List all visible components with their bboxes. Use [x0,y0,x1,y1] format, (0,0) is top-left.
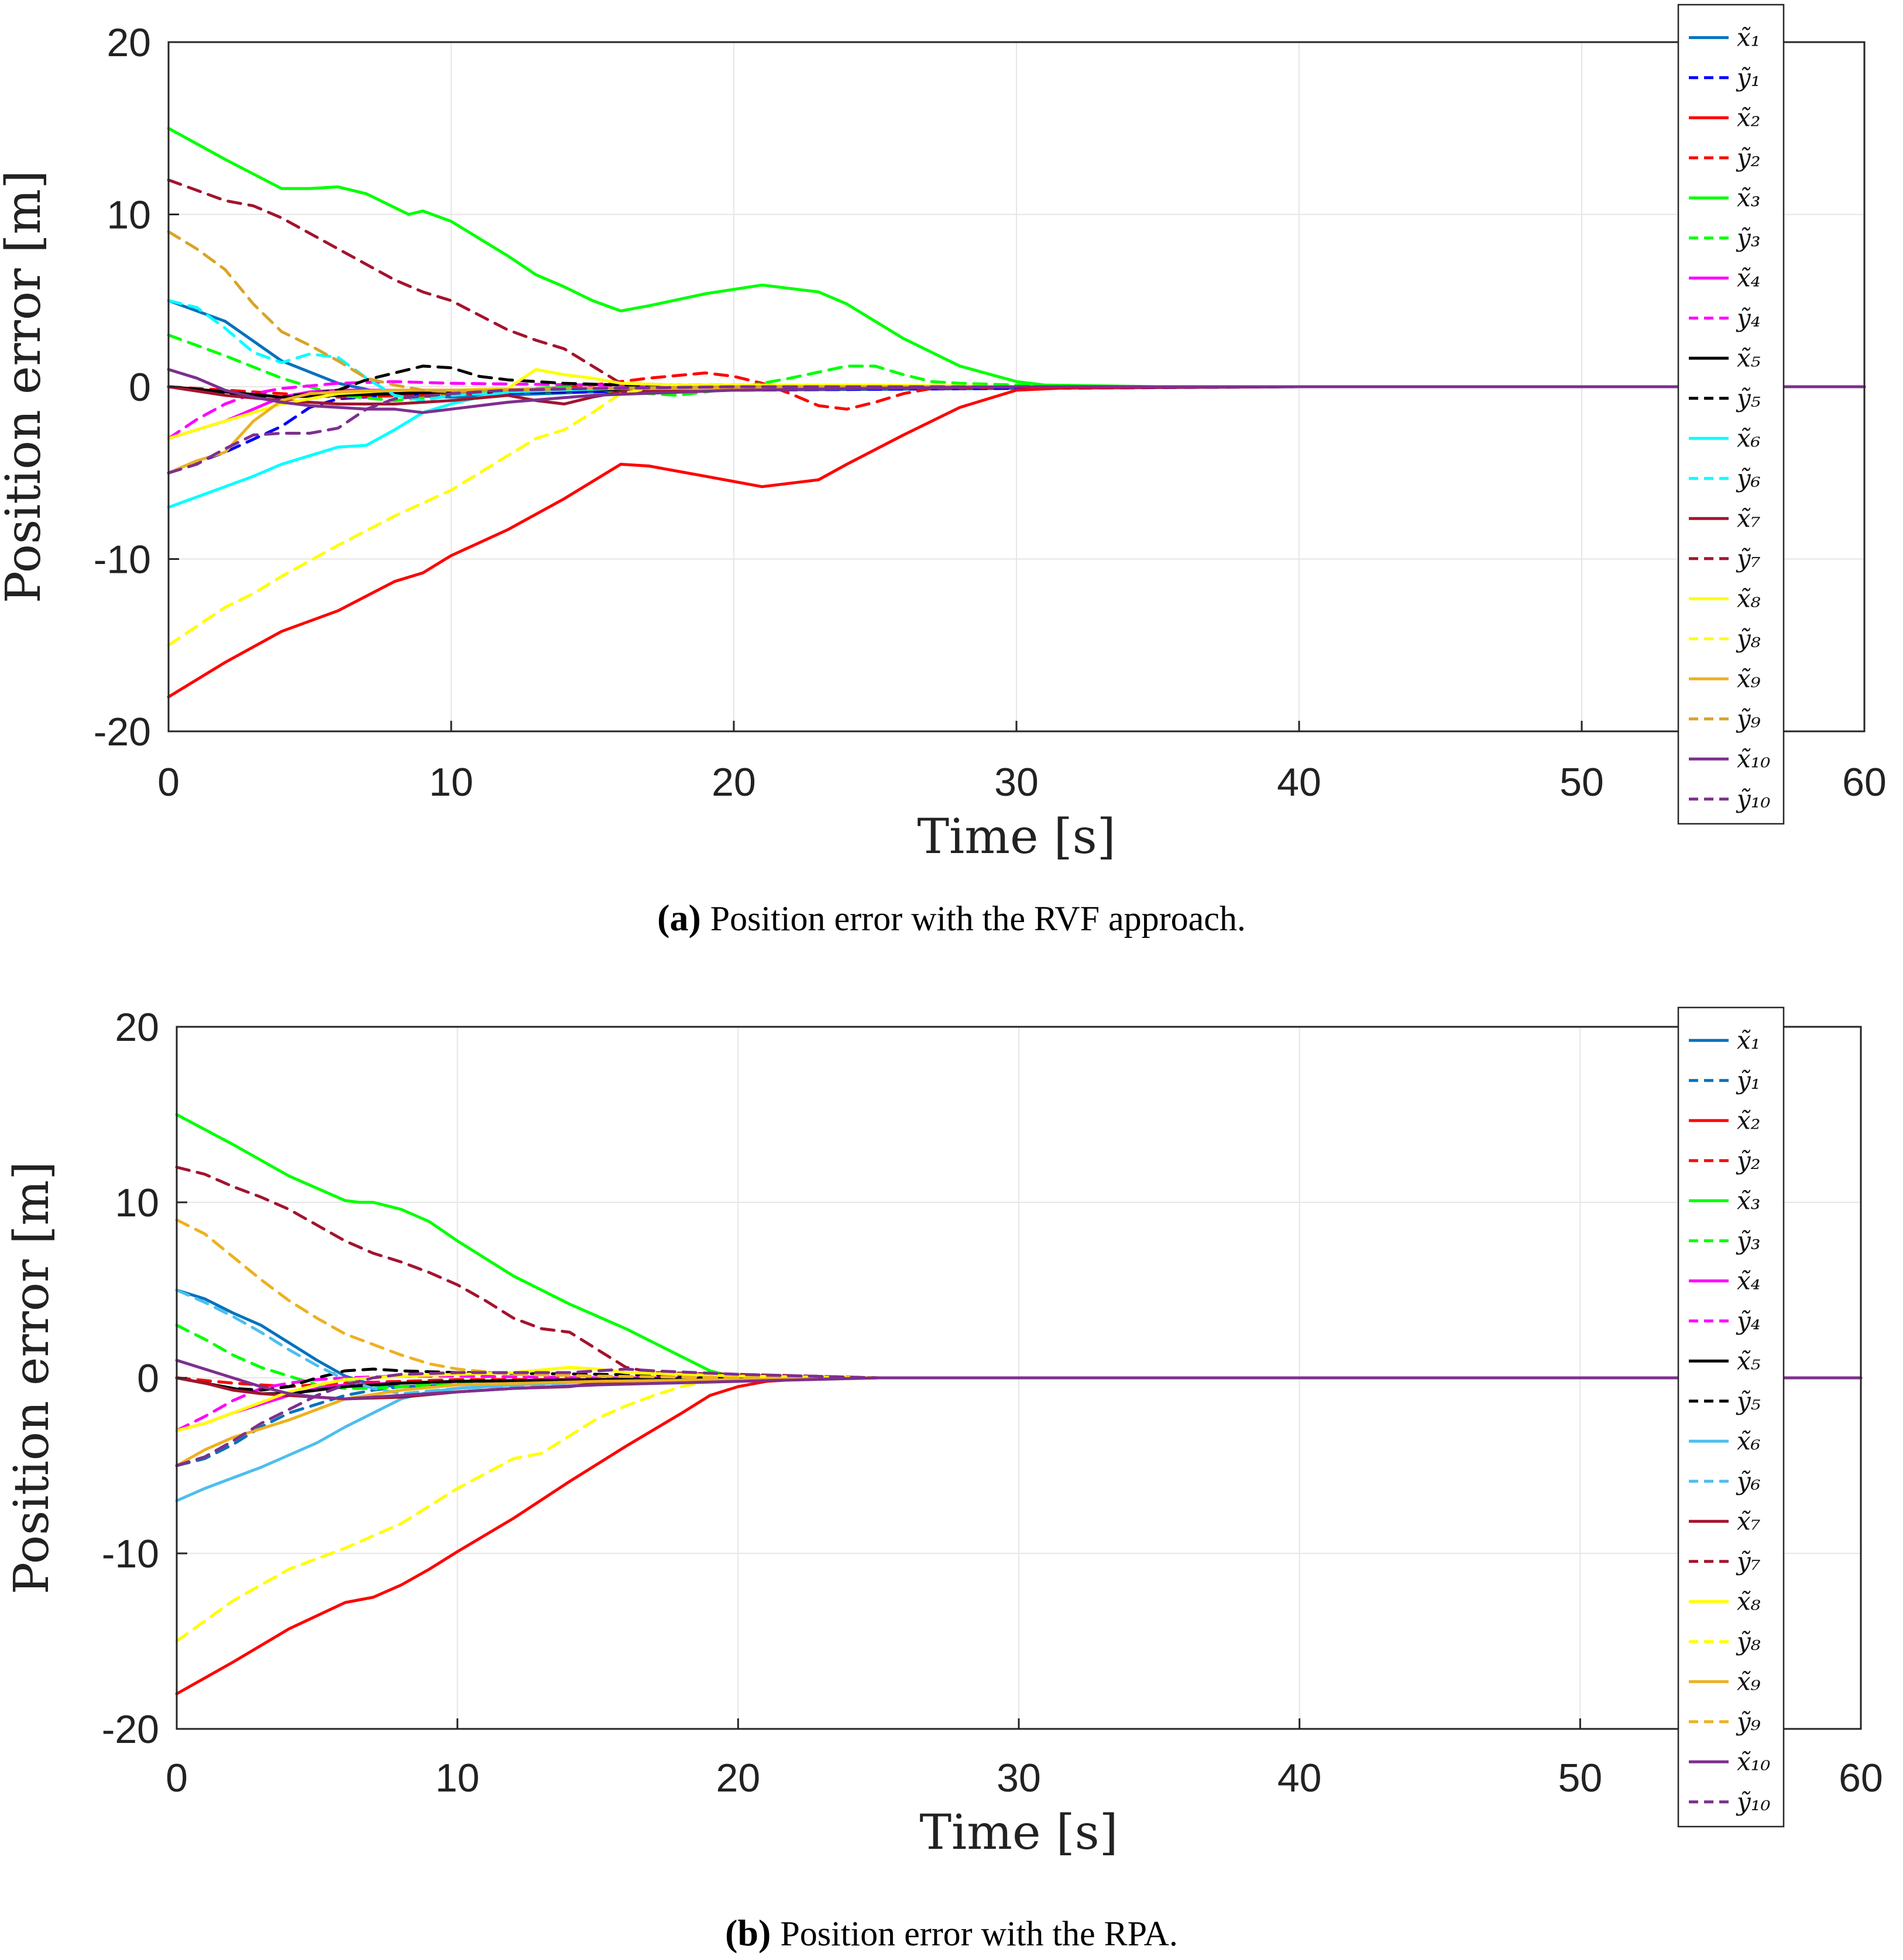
series-line-19 [175,1359,1863,1401]
y-tick-label: 10 [115,1181,159,1225]
y-tick-label: 10 [107,193,151,238]
legend: x̃₁ ỹ₁ x̃₂ ỹ₂ x̃₃ ỹ₃ x̃₄ ỹ₄ x̃₅ ỹ₅ x̃₆ ỹ₆ x̃₇ ỹ₇ x̃₈ ỹ₈… [1677,1006,1785,1828]
legend-entry-label: x̃₂ [1737,103,1761,132]
legend-entry-label: x̃₉ [1737,664,1761,693]
x-tick-label: 50 [1560,760,1604,804]
legend-entry-label: x̃₃ [1737,183,1761,212]
legend-entry-label: x̃₂ [1737,1106,1761,1134]
legend-entry-label: x̃₉ [1737,1667,1761,1696]
y-tick-label: -10 [94,538,151,582]
legend-entry-label: x̃₆ [1737,1426,1761,1455]
legend-entry-label: x̃₄ [1737,263,1761,292]
legend-entry-label: x̃₅ [1737,343,1761,372]
legend-entry-label: x̃₃ [1737,1186,1761,1215]
legend-entry-label: ỹ₄ [1736,1306,1761,1335]
series-line-5 [167,126,1866,388]
x-tick-label: 10 [429,760,473,804]
series-group [175,1113,1863,1696]
x-tick-label: 60 [1839,1756,1883,1800]
legend-entry-label: ỹ₇ [1736,544,1761,573]
x-tick-label: 50 [1558,1756,1603,1800]
series-line-14 [167,178,1866,388]
x-axis-label: Time [s] [919,1805,1118,1861]
legend: x̃₁ ỹ₁ x̃₂ ỹ₂ x̃₃ ỹ₃ x̃₄ ỹ₄ x̃₅ ỹ₅ x̃₆ ỹ₆ x̃₇ ỹ₇ x̃₈ ỹ₈… [1677,4,1785,825]
y-tick-label: -10 [102,1532,159,1576]
legend-box [1677,1006,1785,1828]
y-axis-label: Position error [m] [0,170,51,603]
x-tick-label: 20 [716,1756,761,1800]
legend-entry-label: ỹ₁ [1736,1066,1761,1095]
caption-b: (b) Position error with the RPA. [725,1912,1178,1954]
legend-entry-label: ỹ₆ [1736,1467,1761,1495]
x-tick-label: 40 [1277,760,1321,804]
series-line-20 [175,1367,1863,1467]
x-tick-label: 0 [157,760,180,804]
legend-entry-label: x̃₁₀ [1737,744,1771,773]
series-line-18 [175,1218,1863,1380]
legend-entry-label: ỹ₆ [1736,464,1761,493]
series-line-8 [167,380,1866,440]
legend-entry-label: x̃₁ [1737,1026,1761,1054]
legend-entry-label: x̃₇ [1737,1507,1761,1535]
legend-entry-label: ỹ₂ [1736,143,1761,172]
chart-a: 0 10 20 30 40 50 60 20 10 0 -10 -20 Time [s] Position… [0,4,1887,865]
series-line-20 [167,385,1866,474]
y-axis-label: Position error [m] [4,1161,60,1594]
y-tick-label: -20 [102,1707,159,1752]
legend-entry-label: ỹ₂ [1736,1146,1761,1175]
legend-entry-label: ỹ₁₀ [1736,785,1771,813]
caption-a: (a) Position error with the RVF approach… [657,897,1246,938]
legend-entry-label: ỹ₄ [1736,304,1761,332]
legend-entry-label: ỹ₁ [1736,63,1761,92]
x-tick-label: 20 [712,760,756,804]
x-tick-label: 30 [994,760,1039,804]
x-tick-label: 60 [1842,760,1887,804]
x-tick-label: 30 [997,1756,1041,1800]
legend-entry-label: ỹ₃ [1736,223,1761,252]
legend-entry-label: ỹ₉ [1736,1707,1761,1736]
caption-b-label: b [737,1912,758,1954]
x-tick-label: 0 [166,1756,188,1800]
legend-entry-label: ỹ₉ [1736,704,1761,733]
series-line-12 [167,299,1866,403]
legend-entry-label: ỹ₅ [1736,1387,1761,1415]
legend-entry-label: ỹ₈ [1736,624,1761,653]
legend-entry-label: x̃₈ [1737,584,1761,613]
legend-entry-label: x̃₄ [1737,1266,1761,1295]
legend-entry-label: x̃₁ [1737,23,1761,51]
y-tick-label: 20 [115,1005,159,1050]
legend-entry-label: x̃₁₀ [1737,1747,1771,1776]
series-group [167,126,1866,699]
legend-entry-label: x̃₇ [1737,504,1761,532]
series-line-18 [167,230,1866,394]
legend-entry-label: x̃₆ [1737,424,1761,452]
x-tick-label: 10 [435,1756,480,1800]
legend-entry-label: ỹ₃ [1736,1226,1761,1255]
series-line-14 [175,1165,1863,1380]
legend-entry-label: ỹ₇ [1736,1547,1761,1576]
y-tick-label: 0 [129,365,151,410]
caption-a-label: a [669,897,688,938]
x-axis-label: Time [s] [917,809,1115,865]
series-line-8 [175,1374,1863,1432]
series-line-3 [167,385,1866,699]
x-tick-label: 40 [1277,1756,1322,1800]
series-line-19 [167,368,1866,414]
y-tick-label: -20 [94,710,151,754]
legend-entry-label: ỹ₁₀ [1736,1787,1771,1816]
series-line-2 [175,1376,1863,1467]
legend-box [1677,4,1785,825]
caption-b-text: Position error with the RPA. [780,1914,1177,1953]
legend-entry-label: x̃₅ [1737,1346,1761,1375]
legend-entry-label: ỹ₅ [1736,384,1761,412]
chart-b: 0 10 20 30 40 50 60 20 10 0 -10 -20 Time [s] Position… [4,1005,1883,1861]
series-line-15 [175,1366,1863,1432]
y-tick-label: 0 [137,1356,159,1401]
caption-a-text: Position error with the RVF approach. [710,899,1246,938]
legend-entry-label: ỹ₈ [1736,1627,1761,1656]
legend-entry-label: x̃₈ [1737,1587,1761,1615]
y-tick-label: 20 [107,20,151,65]
